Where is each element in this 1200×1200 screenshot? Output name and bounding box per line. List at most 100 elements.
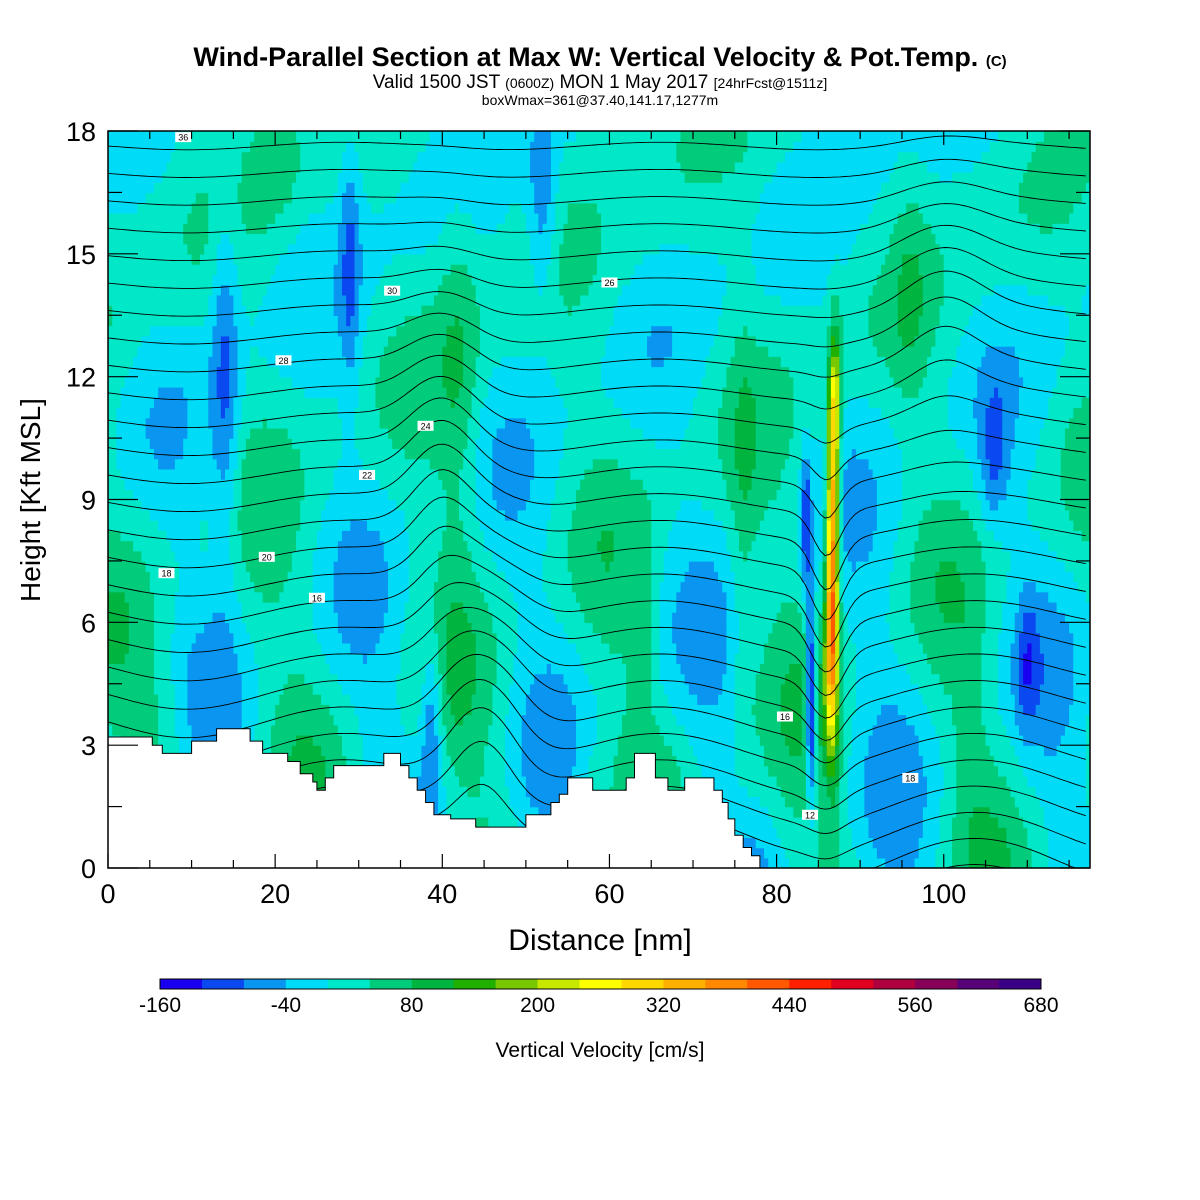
w-cell: [333, 151, 339, 163]
w-cell: [141, 284, 147, 296]
w-cell: [166, 693, 172, 705]
w-cell: [346, 171, 352, 183]
w-cell: [170, 745, 176, 757]
w-cell: [342, 499, 347, 511]
w-cell: [358, 571, 364, 583]
w-cell: [158, 335, 164, 347]
w-cell: [108, 601, 113, 613]
w-cell: [346, 663, 352, 675]
w-cell: [241, 540, 247, 552]
w-cell: [245, 223, 251, 235]
w-cell: [300, 417, 306, 429]
w-cell: [287, 601, 293, 613]
w-cell: [354, 376, 360, 388]
w-cell: [279, 622, 285, 634]
w-cell: [187, 243, 193, 255]
w-cell: [108, 693, 113, 705]
w-cell: [162, 704, 168, 716]
w-cell: [296, 581, 301, 593]
w-cell: [262, 161, 268, 173]
w-cell: [379, 325, 385, 337]
w-cell: [162, 653, 168, 664]
w-cell: [321, 233, 326, 245]
w-cell: [287, 540, 293, 552]
w-cell: [149, 653, 155, 664]
w-cell: [362, 745, 368, 757]
w-cell: [287, 673, 293, 685]
w-cell: [379, 519, 385, 531]
w-cell: [304, 745, 310, 757]
w-cell: [375, 755, 381, 767]
w-cell: [296, 264, 301, 276]
w-cell: [316, 468, 322, 480]
w-cell: [312, 479, 318, 490]
w-cell: [333, 223, 339, 235]
w-cell: [308, 376, 314, 388]
w-cell: [137, 653, 143, 664]
w-cell: [149, 499, 155, 511]
w-cell: [124, 386, 130, 398]
w-cell: [270, 253, 276, 265]
w-cell: [237, 274, 243, 286]
w-cell: [250, 212, 255, 224]
w-cell: [392, 171, 398, 183]
w-cell: [153, 489, 159, 501]
w-cell: [153, 581, 159, 593]
w-cell: [358, 212, 364, 224]
w-cell: [300, 704, 306, 716]
w-cell: [270, 417, 276, 429]
w-cell: [266, 489, 272, 501]
w-cell: [350, 366, 356, 378]
w-cell: [266, 591, 272, 603]
w-cell: [183, 745, 189, 757]
w-cell: [333, 704, 339, 716]
w-cell: [229, 673, 235, 685]
w-cell: [321, 775, 326, 787]
w-cell: [166, 386, 172, 398]
w-cell: [308, 509, 314, 521]
w-cell: [392, 550, 398, 562]
w-cell: [141, 612, 147, 624]
w-cell: [283, 714, 289, 726]
w-cell: [287, 499, 293, 511]
w-cell: [325, 612, 331, 624]
w-cell: [199, 192, 205, 204]
w-cell: [153, 356, 159, 368]
w-cell: [383, 468, 389, 480]
w-cell: [367, 171, 372, 183]
w-cell: [392, 601, 398, 613]
w-cell: [371, 141, 377, 153]
w-cell: [321, 397, 326, 409]
w-cell: [237, 397, 243, 409]
w-cell: [287, 581, 293, 593]
w-cell: [279, 601, 285, 613]
w-cell: [183, 479, 189, 490]
w-cell: [233, 560, 239, 572]
w-cell: [333, 693, 339, 705]
w-cell: [112, 151, 118, 163]
w-cell: [371, 386, 377, 398]
w-cell: [153, 479, 159, 490]
w-cell: [183, 233, 189, 245]
w-cell: [308, 397, 314, 409]
w-cell: [204, 427, 209, 439]
w-cell: [195, 540, 201, 552]
w-cell: [174, 335, 180, 347]
w-cell: [346, 131, 352, 142]
w-cell: [304, 397, 310, 409]
w-cell: [216, 417, 222, 429]
w-cell: [262, 335, 268, 347]
w-cell: [179, 693, 184, 705]
w-cell: [195, 560, 201, 572]
w-cell: [204, 468, 209, 480]
w-cell: [296, 479, 301, 490]
w-cell: [312, 161, 318, 173]
w-cell: [342, 601, 347, 613]
w-cell: [174, 376, 180, 388]
w-cell: [245, 499, 251, 511]
w-cell: [112, 264, 118, 276]
w-cell: [133, 714, 138, 726]
w-cell: [346, 151, 352, 163]
w-cell: [287, 683, 293, 695]
w-cell: [250, 601, 255, 613]
